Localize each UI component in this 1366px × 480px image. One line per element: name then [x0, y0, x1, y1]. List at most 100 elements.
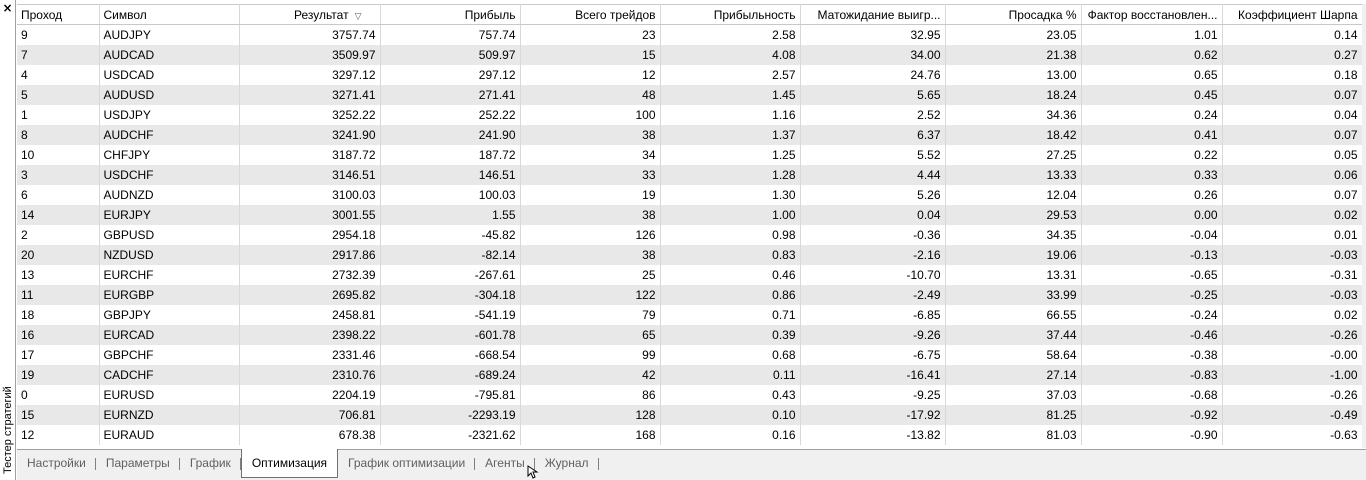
table-cell: -668.54: [380, 344, 521, 365]
tab-5[interactable]: График оптимизации: [338, 450, 476, 478]
table-row[interactable]: 19 CADCHF 2310.76 -689.24 42 0.11 -16.41 27.14-…: [17, 364, 1362, 385]
table-cell: GBPCHF: [99, 344, 240, 365]
table-cell: 2.57: [660, 64, 801, 85]
column-header[interactable]: Прибыльность: [660, 4, 801, 25]
tab-1[interactable]: Настройки: [17, 450, 96, 478]
table-cell: 81.03: [945, 424, 1082, 445]
table-cell: 0: [17, 384, 100, 405]
table-cell: 2.52: [800, 104, 946, 125]
table-row[interactable]: 13 EURCHF 2732.39 -267.61 25 0.46 -10.70 13.31-…: [17, 264, 1362, 285]
table-row[interactable]: 10 CHFJPY 3187.72 187.72 34 1.25 5.52 27.25 0.22…: [17, 144, 1362, 165]
table-cell: 34.00: [800, 44, 946, 65]
column-header[interactable]: Результат ▽: [239, 4, 381, 25]
tab-3[interactable]: График: [180, 450, 241, 478]
table-header: Проход Символ Результат ▽ Прибыль Всего трейд…: [17, 4, 1362, 25]
table-cell: 38: [520, 124, 661, 145]
table-cell: -9.26: [800, 324, 946, 345]
table-cell: EURCAD: [99, 324, 240, 345]
table-cell: 678.38: [239, 424, 381, 445]
table-cell: -0.13: [1081, 244, 1223, 265]
table-cell: 2954.18: [239, 224, 381, 245]
column-header[interactable]: Символ: [99, 4, 240, 25]
table-cell: 0.07: [1222, 184, 1362, 205]
table-cell: 0.41: [1081, 124, 1223, 145]
table-cell: -0.26: [1222, 384, 1362, 405]
table-cell: 3100.03: [239, 184, 381, 205]
table-row[interactable]: 5 AUDUSD 3271.41 271.41 48 1.45 5.65 18.24 0.45 0…: [17, 84, 1362, 105]
table-cell: 99: [520, 344, 661, 365]
table-cell: 0.14: [1222, 24, 1362, 45]
table-cell: 2: [17, 224, 100, 245]
table-cell: -1.00: [1222, 364, 1362, 385]
table-cell: 24.76: [800, 64, 946, 85]
table-cell: 509.97: [380, 44, 521, 65]
strategy-tester-sidebar: × Тестер стратегий: [0, 0, 16, 480]
table-cell: 0.68: [660, 344, 801, 365]
table-cell: 11: [17, 284, 100, 305]
table-cell: 1.16: [660, 104, 801, 125]
table-row[interactable]: 15 EURNZD 706.81 -2293.19 128 0.10 -17.92 81.25…: [17, 404, 1362, 425]
table-row[interactable]: 6 AUDNZD 3100.03 100.03 19 1.30 5.26 12.04 0.26 0…: [17, 184, 1362, 205]
column-header-label: Символ: [103, 7, 147, 22]
table-row[interactable]: 1 USDJPY 3252.22 252.22 100 1.16 2.52 34.36 0.24…: [17, 104, 1362, 125]
table-row[interactable]: 16 EURCAD 2398.22 -601.78 65 0.39 -9.26 37.44 -0…: [17, 324, 1362, 345]
table-cell: -2293.19: [380, 404, 521, 425]
table-cell: 1: [17, 104, 100, 125]
table-cell: 3297.12: [239, 64, 381, 85]
table-cell: EURGBP: [99, 284, 240, 305]
column-header[interactable]: Коэффициент Шарпа: [1222, 4, 1362, 25]
table-cell: -0.49: [1222, 404, 1362, 425]
vertical-scrollbar[interactable]: [1362, 4, 1366, 448]
table-row[interactable]: 14 EURJPY 3001.55 1.55 38 1.00 0.04 29.53 0.00 0.…: [17, 204, 1362, 225]
tab-bar: Настройки Параметры График Оптимизация Графи…: [17, 449, 1366, 480]
table-cell: 0.39: [660, 324, 801, 345]
sort-descending-icon[interactable]: ▽: [354, 10, 362, 21]
column-header[interactable]: Просадка %: [945, 4, 1082, 25]
table-cell: EURUSD: [99, 384, 240, 405]
table-cell: 25: [520, 264, 661, 285]
column-header[interactable]: Прибыль: [380, 4, 521, 25]
table-cell: 3: [17, 164, 100, 185]
column-header[interactable]: Матожидание выигр...: [800, 4, 946, 25]
column-header[interactable]: Всего трейдов: [520, 4, 661, 25]
table-cell: AUDCAD: [99, 44, 240, 65]
table-cell: 18: [17, 304, 100, 325]
table-cell: 1.00: [660, 204, 801, 225]
tab-4[interactable]: Оптимизация: [240, 449, 339, 478]
table-row[interactable]: 0 EURUSD 2204.19 -795.81 86 0.43 -9.25 37.03 -0.…: [17, 384, 1362, 405]
table-row[interactable]: 4 USDCAD 3297.12 297.12 12 2.57 24.76 13.00 0.65…: [17, 64, 1362, 85]
table-cell: 1.37: [660, 124, 801, 145]
table-cell: -0.03: [1222, 284, 1362, 305]
table-cell: 0.06: [1222, 164, 1362, 185]
table-row[interactable]: 2 GBPUSD 2954.18 -45.82 126 0.98 -0.36 34.35 -0.…: [17, 224, 1362, 245]
close-icon[interactable]: ×: [2, 1, 13, 15]
table-cell: 2398.22: [239, 324, 381, 345]
table-cell: 271.41: [380, 84, 521, 105]
table-cell: 0.26: [1081, 184, 1223, 205]
tab-6[interactable]: Агенты: [475, 450, 535, 478]
table-cell: -795.81: [380, 384, 521, 405]
table-row[interactable]: 9 AUDJPY 3757.74 757.74 23 2.58 32.95 23.05 1.01…: [17, 24, 1362, 45]
tab-2[interactable]: Параметры: [96, 450, 180, 478]
column-header-label: Фактор восстановлен...: [1087, 7, 1218, 22]
table-cell: 100.03: [380, 184, 521, 205]
table-cell: EURNZD: [99, 404, 240, 425]
table-row[interactable]: 7 AUDCAD 3509.97 509.97 15 4.08 34.00 21.38 0.62…: [17, 44, 1362, 65]
table-row[interactable]: 20 NZDUSD 2917.86 -82.14 38 0.83 -2.16 19.06 -0.…: [17, 244, 1362, 265]
table-row[interactable]: 18 GBPJPY 2458.81 -541.19 79 0.71 -6.85 66.55 -0…: [17, 304, 1362, 325]
table-row[interactable]: 17 GBPCHF 2331.46 -668.54 99 0.68 -6.75 58.64 -0…: [17, 344, 1362, 365]
table-cell: -13.82: [800, 424, 946, 445]
table-cell: USDJPY: [99, 104, 240, 125]
table-cell: 0.07: [1222, 124, 1362, 145]
column-header-label: Коэффициент Шарпа: [1238, 7, 1358, 22]
column-header[interactable]: Фактор восстановлен...: [1081, 4, 1223, 25]
tab-7[interactable]: Журнал: [535, 450, 599, 478]
table-row[interactable]: 3 USDCHF 3146.51 146.51 33 1.28 4.44 13.33 0.33 0…: [17, 164, 1362, 185]
table-cell: -0.36: [800, 224, 946, 245]
column-header[interactable]: Проход: [17, 4, 100, 25]
table-row[interactable]: 12 EURAUD 678.38 -2321.62 168 0.16 -13.82 81.03…: [17, 424, 1362, 445]
table-cell: -0.83: [1081, 364, 1223, 385]
table-cell: 0.62: [1081, 44, 1223, 65]
table-row[interactable]: 11 EURGBP 2695.82 -304.18 122 0.86 -2.49 33.99-…: [17, 284, 1362, 305]
table-row[interactable]: 8 AUDCHF 3241.90 241.90 38 1.37 6.37 18.42 0.41 0…: [17, 124, 1362, 145]
